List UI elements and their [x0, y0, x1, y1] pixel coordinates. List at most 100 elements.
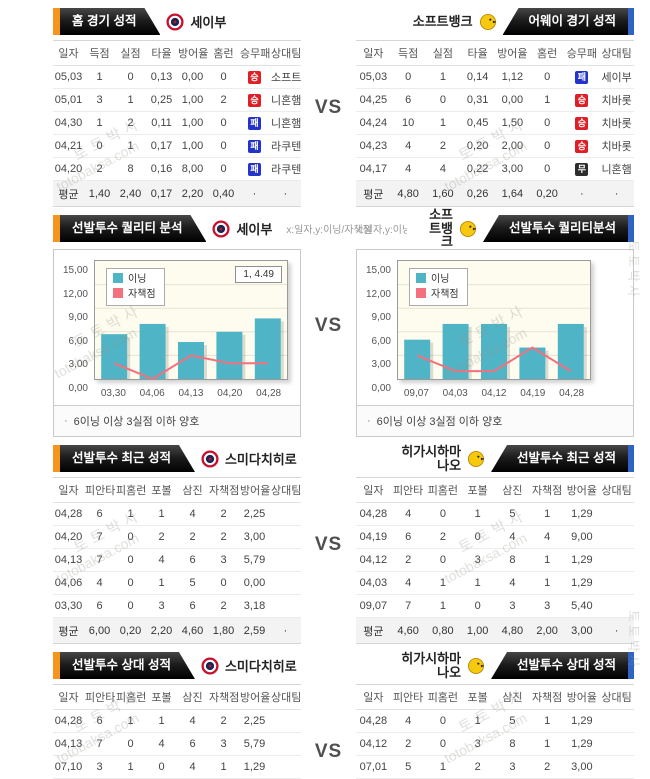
- column-header: 피안타: [390, 477, 426, 503]
- cell: 1: [425, 571, 461, 595]
- cell: 1: [208, 755, 239, 779]
- quality-chart-box: 0,00 3,00 6,00 9,00 12,00 15,00 이닝 자책점 09,07 04,0…: [356, 249, 634, 437]
- table-row: 04,13 7 0 4 6 3 5,79: [53, 732, 301, 756]
- column-header: 방어율: [239, 477, 270, 503]
- team-logo: [212, 219, 231, 238]
- column-header: 피안타: [84, 477, 115, 503]
- x-tick-label: 04,20: [217, 388, 243, 399]
- cell: 승: [239, 65, 270, 89]
- cell: 0,11: [146, 111, 177, 135]
- x-tick-label: 04,19: [520, 388, 546, 399]
- column-header: 실점: [425, 40, 461, 66]
- team-logo: [166, 12, 185, 31]
- cell: 4: [529, 525, 565, 549]
- cell: [599, 594, 634, 618]
- average-row: 평균 1,40 2,40 0,17 2,20 0,40 · ·: [53, 180, 301, 207]
- pitcher-matchup-panel-left: 선발투수 상대 성적 스미다치히로 일자 피안타 피홈런 포볼 삼진 자책점 방어율 상대팀 04,…: [53, 652, 301, 779]
- cell: 7: [84, 732, 115, 756]
- cell: 04,28: [53, 709, 84, 733]
- chart-plot[interactable]: 이닝 자책점 1, 4.49: [94, 260, 288, 381]
- y-tick-label: 0,00: [371, 383, 391, 394]
- table-row: 04,23 4 2 0,20 2,00 0 승 치바롯: [356, 134, 634, 158]
- x-tick-label: 04,06: [139, 388, 165, 399]
- cell: 4: [495, 571, 530, 595]
- cell: 0: [460, 525, 495, 549]
- pitcher-quality-section: 선발투수 퀄리티 분석 세이부 x:일자,y:이닝/자책점 0,00 3,00 6,00 9…: [0, 208, 650, 437]
- cell: 0: [208, 65, 239, 89]
- average-row: 평균 4,60 0,80 1,00 4,80 2,00 3,00 ·: [356, 617, 634, 644]
- avg-cell: 평균: [53, 617, 84, 644]
- team-name: 소프트뱅크: [412, 13, 473, 29]
- cell: 04,03: [356, 571, 391, 595]
- cell: 4: [495, 525, 530, 549]
- chart-canvas[interactable]: [95, 261, 287, 381]
- section-header: 선발투수 최근 성적 스미다치히로: [53, 445, 297, 472]
- cell: 5,79: [239, 732, 270, 756]
- column-header: 승무패: [564, 40, 600, 66]
- section-banner: 선발투수 퀄리티 분석: [53, 215, 206, 242]
- column-header: 피홈런: [425, 684, 461, 710]
- cell: 3: [84, 88, 115, 112]
- table-header-row: 일자 피안타 피홈런 포볼 삼진 자책점 방어율 상대팀: [356, 684, 634, 710]
- softbank-team-logo-icon: [468, 450, 485, 467]
- cell: 2: [177, 525, 208, 549]
- cell: 패: [564, 65, 600, 89]
- cell: 3: [208, 732, 239, 756]
- vs-label: VS: [314, 740, 343, 762]
- cell: 니혼햄: [599, 157, 634, 181]
- column-header: 삼진: [177, 477, 208, 503]
- cell: 1: [460, 709, 495, 733]
- chart-legend: 이닝 자책점: [106, 268, 165, 306]
- section-banner: 선발투수 상대 성적: [53, 652, 195, 679]
- cell: 6: [84, 709, 115, 733]
- cell: 승: [239, 88, 270, 112]
- cell: [599, 502, 634, 526]
- pitcher-matchup-panel-right: 히가시하마나오 선발투수 상대 성적 일자 피안타 피홈런 포볼 삼진 자책점 방어율 상대팀 04…: [356, 651, 634, 779]
- chart-plot[interactable]: 이닝 자책점: [397, 260, 591, 380]
- cell: 1: [84, 111, 115, 135]
- column-header: 포볼: [146, 477, 177, 503]
- cell: 1,50: [495, 111, 530, 135]
- y-axis-labels: 0,00 3,00 6,00 9,00 12,00 15,00: [357, 260, 397, 394]
- innings-bar: [442, 323, 469, 379]
- cell: 2: [208, 594, 239, 618]
- table-header-row: 일자 피안타 피홈런 포볼 삼진 자책점 방어율 상대팀: [53, 477, 301, 503]
- column-header: 홈런: [208, 40, 239, 66]
- cell: 2,00: [495, 134, 530, 158]
- chart-note: · 6이닝 이상 3실점 이하 양호: [357, 405, 633, 436]
- cell: 0,00: [495, 88, 530, 112]
- quality-chart-box: 0,00 3,00 6,00 9,00 12,00 15,00 이닝 자책점 1, 4.49 03…: [53, 249, 301, 437]
- table-row: 04,12 2 0 3 8 1 1,29: [356, 732, 634, 756]
- avg-cell: 2,00: [529, 617, 565, 644]
- chart-canvas[interactable]: [398, 261, 590, 379]
- avg-cell: 3,00: [564, 617, 600, 644]
- cell: 1: [425, 111, 461, 135]
- pitcher-quality-panel-right: x:일자,y:이닝/자책점 소프트뱅크 선발투수 퀄리티분석 0,00 3,00 6,00…: [356, 208, 634, 437]
- cell: 치바롯: [599, 134, 634, 158]
- cell: [270, 571, 301, 595]
- stats-table: 일자 피안타 피홈런 포볼 삼진 자책점 방어율 상대팀 04,28 6 1 1 4 2 2,25 04,13…: [53, 684, 301, 779]
- cell: 3: [208, 548, 239, 572]
- legend-entry: 이닝: [416, 272, 459, 287]
- result-badge: 승: [575, 93, 589, 107]
- cell: 패: [239, 157, 270, 181]
- cell: 04,06: [53, 571, 84, 595]
- column-header: 승무패: [239, 40, 270, 66]
- cell: 승: [564, 134, 600, 158]
- earned-runs-line: [113, 354, 268, 381]
- cell: 1,00: [177, 134, 208, 158]
- table-row: 05,01 3 1 0,25 1,00 2 승 니혼햄: [53, 88, 301, 112]
- avg-cell: ·: [599, 180, 634, 207]
- cell: 무: [564, 157, 600, 181]
- innings-bar: [216, 331, 243, 379]
- cell: 3: [529, 594, 565, 618]
- cell: 1: [115, 88, 146, 112]
- cell: [270, 502, 301, 526]
- column-header: 삼진: [177, 684, 208, 710]
- cell: [599, 732, 634, 756]
- cell: 7: [84, 548, 115, 572]
- column-header: 상대팀: [270, 477, 301, 503]
- cell: 0: [115, 571, 146, 595]
- section-banner: 선발투수 최근 성적: [491, 445, 634, 472]
- cell: 4: [177, 502, 208, 526]
